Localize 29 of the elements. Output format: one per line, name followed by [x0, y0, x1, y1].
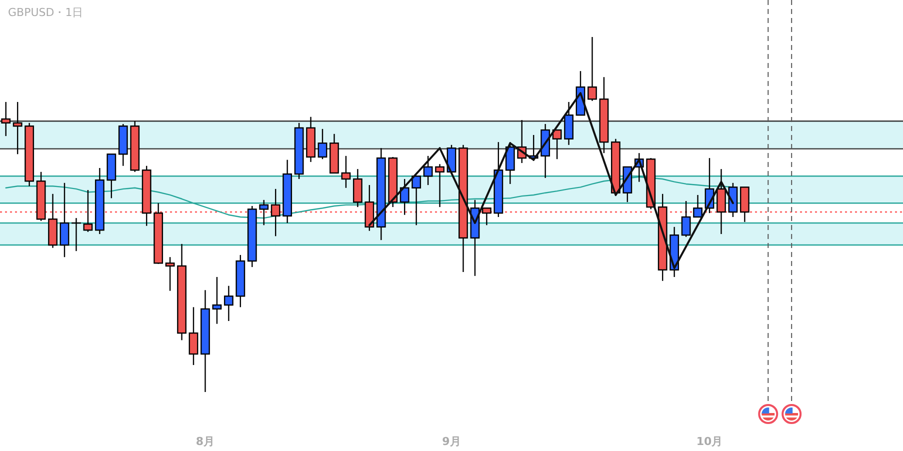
candlestick	[259, 199, 269, 226]
candlestick	[1, 101, 11, 137]
candlestick	[212, 276, 222, 324]
candlestick	[60, 182, 70, 258]
candlestick	[318, 128, 328, 160]
candlestick	[341, 155, 351, 188]
candlestick	[681, 200, 691, 238]
candlestick	[188, 306, 198, 366]
candlestick	[12, 101, 22, 155]
candlestick	[352, 168, 362, 208]
candlestick	[564, 101, 574, 146]
candlestick	[693, 194, 702, 218]
candlestick	[412, 176, 422, 226]
candlestick	[435, 163, 444, 208]
candlestick	[165, 256, 175, 292]
candlestick	[400, 178, 410, 216]
candlestick	[423, 155, 433, 186]
x-tick-label: 8月	[196, 435, 215, 448]
x-tick-label: 9月	[442, 435, 461, 448]
candlestick	[270, 188, 280, 237]
candlestick	[83, 189, 93, 232]
candlestick	[552, 129, 562, 160]
candlestick	[72, 217, 81, 252]
candlestick	[588, 36, 597, 102]
x-tick-label: 10月	[696, 435, 723, 448]
candlestick	[482, 208, 492, 226]
candlestick	[716, 168, 726, 235]
chart-title: GBPUSD・1日	[8, 6, 84, 19]
candlestick	[224, 285, 234, 322]
